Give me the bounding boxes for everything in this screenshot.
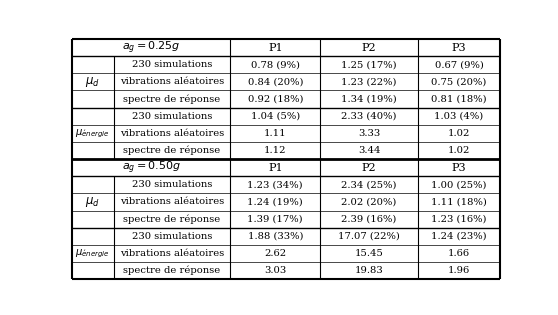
Text: 0.67 (9%): 0.67 (9%) [435, 60, 483, 69]
Text: 1.04 (5%): 1.04 (5%) [251, 112, 300, 121]
Text: 2.33 (40%): 2.33 (40%) [341, 112, 397, 121]
Text: P3: P3 [451, 43, 466, 53]
Text: $a_g = 0.25g$: $a_g = 0.25g$ [122, 39, 180, 56]
Text: 0.81 (18%): 0.81 (18%) [431, 94, 487, 104]
Text: 1.39 (17%): 1.39 (17%) [247, 215, 303, 224]
Text: vibrations aléatoires: vibrations aléatoires [120, 77, 224, 86]
Text: 2.02 (20%): 2.02 (20%) [341, 198, 397, 206]
Text: 1.02: 1.02 [448, 146, 470, 155]
Text: 230 simulations: 230 simulations [132, 112, 212, 121]
Text: spectre de réponse: spectre de réponse [123, 214, 221, 224]
Text: 1.24 (19%): 1.24 (19%) [247, 198, 303, 206]
Text: 1.12: 1.12 [264, 146, 286, 155]
Text: P2: P2 [362, 43, 376, 53]
Text: 1.96: 1.96 [448, 266, 470, 275]
Text: P1: P1 [268, 43, 282, 53]
Text: vibrations aléatoires: vibrations aléatoires [120, 129, 224, 138]
Text: $\mu_d$: $\mu_d$ [85, 75, 100, 89]
Text: 230 simulations: 230 simulations [132, 60, 212, 69]
Text: spectre de réponse: spectre de réponse [123, 94, 221, 104]
Text: vibrations aléatoires: vibrations aléatoires [120, 249, 224, 258]
Text: 1.66: 1.66 [448, 249, 470, 258]
Text: 17.07 (22%): 17.07 (22%) [338, 232, 400, 241]
Text: 1.24 (23%): 1.24 (23%) [431, 232, 487, 241]
Text: spectre de réponse: spectre de réponse [123, 146, 221, 155]
Text: 1.23 (34%): 1.23 (34%) [247, 180, 303, 189]
Text: 19.83: 19.83 [355, 266, 383, 275]
Text: 1.00 (25%): 1.00 (25%) [431, 180, 487, 189]
Text: spectre de réponse: spectre de réponse [123, 266, 221, 275]
Text: 3.03: 3.03 [264, 266, 286, 275]
Text: $a_g = 0.50g$: $a_g = 0.50g$ [122, 159, 181, 176]
Text: 2.34 (25%): 2.34 (25%) [341, 180, 397, 189]
Text: 2.39 (16%): 2.39 (16%) [341, 215, 397, 224]
Text: $\mu_{\acute{e}nergie}$: $\mu_{\acute{e}nergie}$ [75, 247, 110, 260]
Text: 1.11 (18%): 1.11 (18%) [431, 198, 487, 206]
Text: P2: P2 [362, 163, 376, 173]
Text: 15.45: 15.45 [354, 249, 383, 258]
Text: 1.11: 1.11 [264, 129, 287, 138]
Text: 230 simulations: 230 simulations [132, 232, 212, 241]
Text: $\mu_d$: $\mu_d$ [85, 195, 100, 209]
Text: 1.23 (16%): 1.23 (16%) [431, 215, 487, 224]
Text: 3.33: 3.33 [358, 129, 380, 138]
Text: 230 simulations: 230 simulations [132, 180, 212, 189]
Text: 1.88 (33%): 1.88 (33%) [248, 232, 303, 241]
Text: 1.25 (17%): 1.25 (17%) [341, 60, 397, 69]
Text: 1.23 (22%): 1.23 (22%) [341, 77, 397, 86]
Text: vibrations aléatoires: vibrations aléatoires [120, 198, 224, 206]
Text: 3.44: 3.44 [358, 146, 381, 155]
Text: 1.02: 1.02 [448, 129, 470, 138]
Text: 0.78 (9%): 0.78 (9%) [251, 60, 300, 69]
Text: 0.75 (20%): 0.75 (20%) [431, 77, 487, 86]
Text: P1: P1 [268, 163, 282, 173]
Text: 1.34 (19%): 1.34 (19%) [341, 94, 397, 104]
Text: $\mu_{\acute{e}nergie}$: $\mu_{\acute{e}nergie}$ [75, 127, 110, 140]
Text: P3: P3 [451, 163, 466, 173]
Text: 1.03 (4%): 1.03 (4%) [434, 112, 484, 121]
Text: 0.92 (18%): 0.92 (18%) [248, 94, 303, 104]
Text: 0.84 (20%): 0.84 (20%) [248, 77, 303, 86]
Text: 2.62: 2.62 [264, 249, 286, 258]
